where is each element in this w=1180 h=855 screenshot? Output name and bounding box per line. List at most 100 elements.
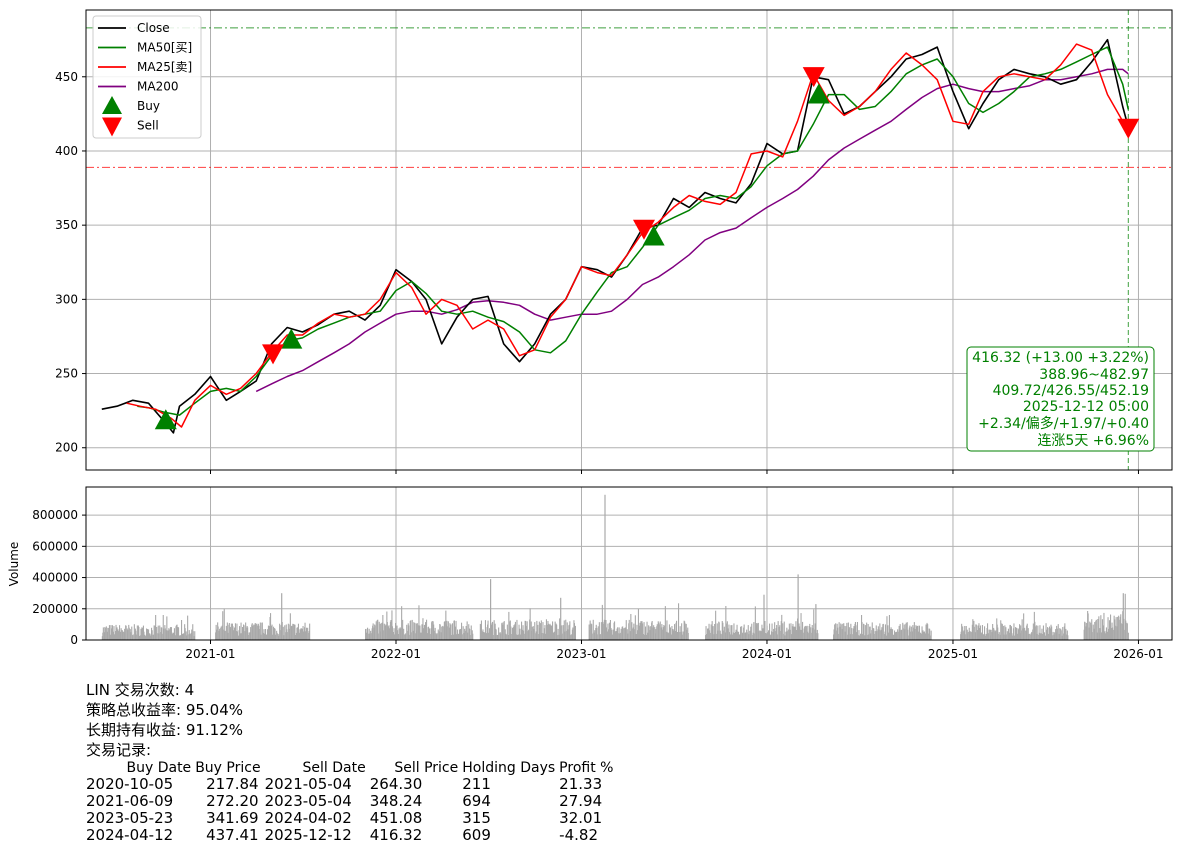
trade-cell: 315 [462, 809, 491, 827]
volume-bar [228, 623, 230, 640]
volume-bars [101, 494, 1129, 640]
volume-bar [1067, 635, 1069, 640]
volume-bar [642, 623, 644, 640]
volume-bar [258, 625, 260, 640]
volume-bar [395, 623, 397, 640]
volume-bar [1124, 593, 1126, 640]
volume-bar [1024, 630, 1026, 640]
volume-bar [777, 621, 779, 640]
volume-tick-label: 800000 [32, 508, 78, 522]
volume-bar [261, 622, 263, 640]
col-holding-days: Holding Days [462, 760, 556, 776]
volume-bar [102, 627, 104, 640]
volume-bar [915, 626, 917, 640]
volume-bar [264, 629, 266, 640]
volume-bar [526, 621, 528, 640]
volume-bar [967, 631, 969, 640]
volume-bar [745, 632, 747, 640]
volume-bar [914, 629, 916, 640]
volume-bar [882, 623, 884, 640]
volume-bar [1023, 613, 1025, 640]
volume-bar [451, 623, 453, 640]
volume-bar [425, 622, 427, 640]
volume-bar [282, 626, 284, 640]
volume-bar [1004, 625, 1006, 640]
volume-bar [1044, 635, 1046, 640]
volume-bar [995, 630, 997, 640]
volume-bar [418, 605, 420, 640]
volume-bar [469, 629, 471, 640]
volume-bar [671, 626, 673, 640]
volume-bar [552, 631, 554, 640]
volume-bar [929, 628, 931, 640]
legend-label: Sell [137, 119, 159, 133]
trade-row: 2024-04-12 437.41 2025-12-12 416.32 609 -4.82 [86, 827, 617, 844]
volume-bar [628, 619, 630, 640]
volume-bar [1064, 623, 1066, 640]
volume-bar-peak [763, 594, 765, 640]
volume-bar [495, 629, 497, 640]
volume-bar [400, 628, 402, 640]
trade-markers [154, 67, 1140, 430]
volume-bar [978, 628, 980, 640]
volume-bar [287, 632, 289, 640]
volume-bar [237, 635, 239, 640]
volume-bar [752, 632, 754, 640]
volume-bar [835, 630, 837, 640]
volume-bar [270, 613, 272, 640]
volume-bar [547, 623, 549, 640]
volume-bar [812, 628, 814, 640]
volume-bar [734, 633, 736, 640]
volume-bar [534, 622, 536, 640]
volume-bar [168, 628, 170, 640]
volume-bar [117, 629, 119, 640]
volume-bar [814, 623, 816, 640]
volume-bar [519, 628, 521, 640]
volume-bar [503, 621, 505, 640]
volume-bar [570, 634, 572, 640]
volume-bar [187, 615, 189, 640]
volume-bar [771, 623, 773, 640]
volume-bar [273, 626, 275, 640]
volume-bar [870, 633, 872, 640]
volume-bar [917, 631, 919, 640]
volume-bar [920, 633, 922, 640]
volume-bar [1015, 627, 1017, 640]
volume-bar [397, 630, 399, 640]
volume-bar [230, 623, 232, 640]
volume-bar [681, 623, 683, 640]
volume-bar [537, 634, 539, 640]
volume-bar [542, 633, 544, 640]
volume-bar [650, 626, 652, 640]
volume-bar [984, 626, 986, 640]
trade-cell: 2024-04-12 [86, 826, 174, 844]
volume-bar [924, 631, 926, 640]
volume-bar [993, 629, 995, 640]
volume-bar [714, 624, 716, 640]
volume-bar [109, 634, 111, 640]
volume-bar [151, 630, 153, 640]
legend-box [92, 15, 202, 139]
volume-bar [429, 634, 431, 640]
volume-bar [612, 629, 614, 640]
price-grid [86, 10, 1172, 470]
date-axis-ticks: 2021-01 2022-01 2023-01 2024-01 2025-01 2026-… [185, 470, 1164, 661]
volume-bar [508, 611, 510, 640]
volume-bar [884, 624, 886, 640]
volume-bar [516, 619, 518, 640]
volume-bar [112, 631, 114, 640]
volume-bar [912, 625, 914, 640]
volume-bar [1002, 625, 1004, 640]
volume-bar [982, 634, 984, 640]
volume-bar [225, 630, 227, 640]
volume-bar [1095, 619, 1097, 640]
volume-bar [565, 619, 567, 640]
volume-bar [637, 608, 639, 640]
volume-bar [448, 627, 450, 640]
volume-bar [589, 620, 591, 640]
buy-marker [280, 328, 303, 349]
volume-bar [189, 633, 191, 640]
volume-bar [742, 633, 744, 640]
volume-bar [845, 626, 847, 640]
volume-bar [143, 631, 145, 640]
